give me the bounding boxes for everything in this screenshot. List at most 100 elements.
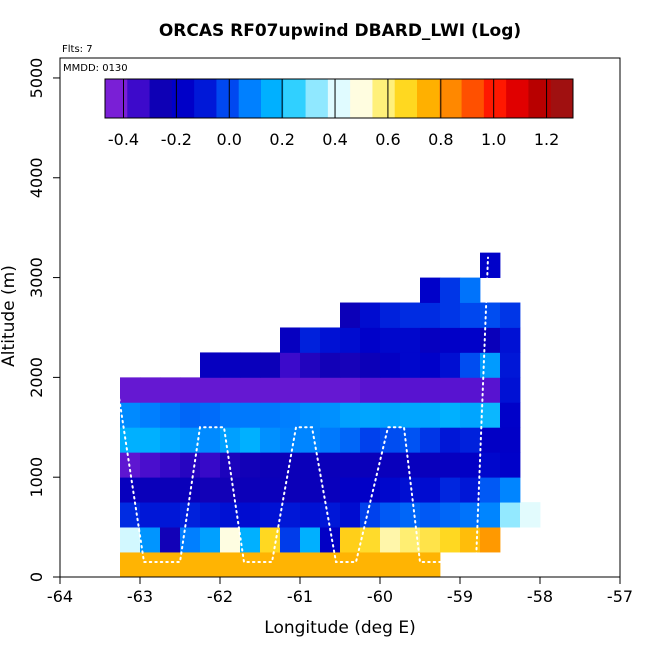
heatmap-cell: [280, 427, 301, 453]
heatmap-cell: [340, 377, 361, 403]
heatmap-cell: [340, 402, 361, 428]
heatmap-cell: [240, 477, 261, 503]
heatmap-cell: [260, 427, 281, 453]
heatmap-cell: [420, 477, 441, 503]
heatmap-cell: [300, 427, 321, 453]
heatmap-cell: [140, 527, 161, 553]
colorbar-swatch: [506, 79, 529, 118]
colorbar-tick-label: 1.0: [481, 130, 506, 149]
heatmap-cell: [500, 427, 521, 453]
heatmap-cell: [340, 302, 361, 328]
heatmap-cell: [200, 427, 221, 453]
heatmap-cell: [200, 477, 221, 503]
heatmap-cell: [240, 502, 261, 528]
heatmap-cell: [440, 302, 461, 328]
colorbar-swatch: [171, 79, 195, 118]
heatmap-cell: [460, 502, 481, 528]
heatmap-cell: [260, 377, 281, 403]
heatmap-cell: [380, 527, 401, 553]
heatmap-cell: [320, 377, 341, 403]
flight-track: [115, 256, 489, 563]
heatmap-cell: [200, 552, 221, 578]
heatmap-cell: [260, 352, 281, 378]
colorbar-swatch: [372, 79, 396, 118]
heatmap-cell: [240, 427, 261, 453]
heatmap-cell: [240, 452, 261, 478]
y-tick-label: 2000: [27, 357, 46, 398]
heatmap-cell: [440, 327, 461, 353]
heatmap-cell: [460, 352, 481, 378]
heatmap-cell: [120, 477, 141, 503]
heatmap-cell: [280, 377, 301, 403]
heatmap-cell: [140, 427, 161, 453]
colorbar-swatch: [394, 79, 418, 118]
heatmap-cell: [180, 427, 201, 453]
heatmap-cell: [420, 277, 441, 303]
heatmap-cell: [320, 352, 341, 378]
heatmap-cell: [520, 502, 541, 528]
heatmap-cell: [380, 427, 401, 453]
heatmap-cell: [400, 427, 421, 453]
y-tick-label: 1000: [27, 457, 46, 498]
heatmap-cell: [160, 427, 181, 453]
heatmap-cell: [200, 352, 221, 378]
heatmap-cell: [480, 427, 501, 453]
x-tick-label: -64: [47, 587, 73, 606]
heatmap-cell: [180, 502, 201, 528]
heatmap-cell: [160, 452, 181, 478]
heatmap-cell: [360, 327, 381, 353]
heatmap-cell: [120, 552, 141, 578]
colorbar-swatch: [127, 79, 151, 118]
heatmap-cell: [500, 377, 521, 403]
heatmap-cell: [400, 377, 421, 403]
flights-annotation: Flts: 7: [62, 44, 93, 55]
heatmap-cell: [260, 552, 281, 578]
heatmap-cell: [260, 452, 281, 478]
colorbar-tick-label: 1.2: [534, 130, 559, 149]
heatmap-cell: [440, 277, 461, 303]
x-tick-label: -60: [367, 587, 393, 606]
heatmap-cell: [360, 452, 381, 478]
heatmap-cell: [380, 552, 401, 578]
heatmap-cell: [380, 302, 401, 328]
colorbar-tick-label: 0.2: [269, 130, 294, 149]
y-tick-label: 5000: [27, 58, 46, 99]
x-tick-label: -57: [607, 587, 633, 606]
heatmap-cell: [120, 527, 141, 553]
colorbar-frame: [104, 78, 574, 119]
colorbar-swatch: [439, 79, 463, 118]
heatmap-cell: [380, 352, 401, 378]
heatmap-cell: [260, 477, 281, 503]
heatmap-cell: [320, 402, 341, 428]
colorbar-swatch: [305, 79, 329, 118]
heatmap-cell: [240, 552, 261, 578]
heatmap-cell: [400, 452, 421, 478]
heatmap-cell: [460, 302, 481, 328]
y-tick-label: 0: [27, 572, 46, 582]
heatmap-cell: [160, 552, 181, 578]
colorbar-swatch: [194, 79, 217, 118]
heatmap-cell: [440, 427, 461, 453]
colorbar-swatch: [238, 79, 262, 118]
heatmap-cell: [280, 552, 301, 578]
heatmap-cell: [480, 502, 501, 528]
heatmap-cell: [460, 377, 481, 403]
x-axis: -64 -63 -62 -61 -60 -59 -58 -57: [47, 577, 633, 606]
heatmap-cell: [420, 327, 441, 353]
heatmap-cell: [240, 377, 261, 403]
heatmap-cell: [440, 452, 461, 478]
heatmap-cell: [360, 402, 381, 428]
heatmap-cell: [120, 427, 141, 453]
heatmap-cell: [340, 502, 361, 528]
flight-track-line: [115, 256, 489, 563]
y-axis: 0 1000 2000 3000 4000 5000: [27, 58, 60, 582]
heatmap-cell: [480, 352, 501, 378]
heatmap-cell: [220, 502, 241, 528]
heatmap-cell: [220, 452, 241, 478]
heatmap-cell: [140, 502, 161, 528]
heatmap-cell: [480, 302, 501, 328]
heatmap-cell: [180, 452, 201, 478]
heatmap-cell: [300, 352, 321, 378]
heatmap-cell: [320, 552, 341, 578]
heatmap-cell: [360, 552, 381, 578]
